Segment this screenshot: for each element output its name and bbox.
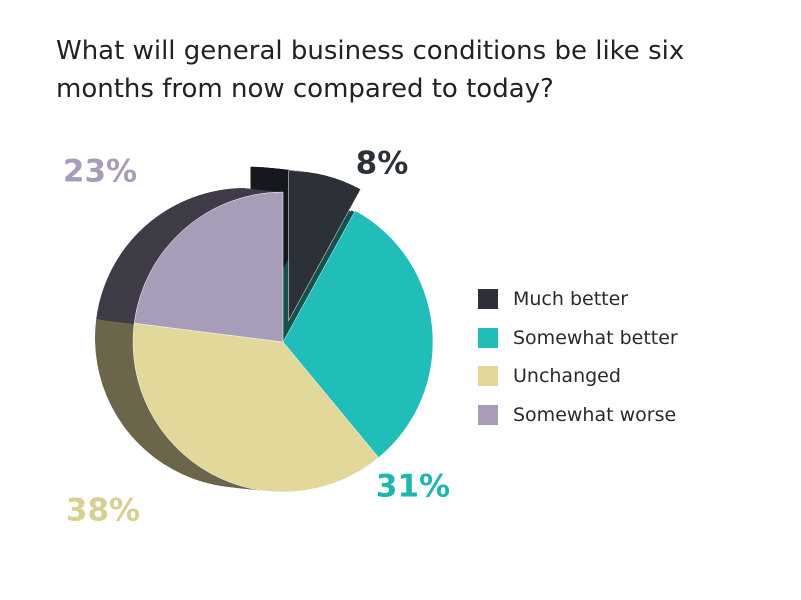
data-label-somewhat-better: 31% — [376, 469, 450, 505]
legend-label: Much better — [513, 288, 629, 311]
legend-swatch-somewhat-better — [478, 327, 498, 348]
legend-label: Somewhat worse — [513, 403, 677, 426]
legend-item-somewhat-worse: Somewhat worse — [478, 396, 678, 435]
data-label-much-better: 8% — [356, 146, 409, 182]
legend-swatch-unchanged — [478, 366, 498, 387]
data-label-somewhat-worse: 23% — [63, 154, 137, 190]
pie-slice-unchanged — [132, 322, 379, 493]
legend-swatch-somewhat-worse — [478, 404, 498, 425]
legend-label: Somewhat better — [513, 326, 678, 349]
legend-item-much-better: Much better — [478, 280, 678, 319]
chart-title: What will general business conditions be… — [56, 36, 685, 104]
legend: Much better Somewhat better Unchanged So… — [478, 280, 678, 434]
pie-slice-somewhat-worse — [133, 191, 284, 343]
legend-swatch-much-better — [478, 289, 498, 310]
pie-slice-much-better — [288, 170, 362, 321]
legend-label: Unchanged — [513, 365, 621, 388]
legend-item-somewhat-better: Somewhat better — [478, 319, 678, 358]
legend-item-unchanged: Unchanged — [478, 357, 678, 396]
pie-slice-somewhat-better — [282, 210, 434, 458]
data-label-unchanged: 38% — [66, 493, 140, 529]
